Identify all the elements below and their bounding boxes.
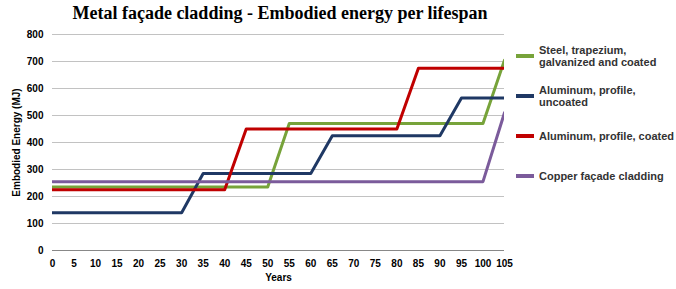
- svg-text:105: 105: [496, 258, 513, 269]
- svg-text:100: 100: [27, 218, 44, 229]
- svg-text:80: 80: [391, 258, 403, 269]
- svg-text:700: 700: [27, 56, 44, 67]
- svg-text:75: 75: [370, 258, 382, 269]
- svg-text:55: 55: [284, 258, 296, 269]
- svg-text:40: 40: [219, 258, 231, 269]
- svg-text:10: 10: [90, 258, 102, 269]
- html-text:Copper façade cladding: Copper façade cladding: [539, 170, 664, 182]
- html-text:Aluminum, profile, uncoated: Aluminum, profile, uncoated: [539, 84, 636, 108]
- svg-text:45: 45: [241, 258, 253, 269]
- svg-text:600: 600: [27, 83, 44, 94]
- svg-text:90: 90: [434, 258, 446, 269]
- svg-text:0: 0: [50, 258, 56, 269]
- html-text:Metal façade cladding - Embodi: Metal façade cladding - Embodied energy …: [72, 3, 488, 23]
- svg-text:95: 95: [456, 258, 468, 269]
- svg-text:800: 800: [27, 29, 44, 40]
- svg-text:25: 25: [155, 258, 167, 269]
- svg-text:5: 5: [71, 258, 77, 269]
- svg-text:30: 30: [176, 258, 188, 269]
- svg-text:Years: Years: [265, 272, 292, 283]
- svg-text:70: 70: [348, 258, 360, 269]
- svg-text:15: 15: [112, 258, 124, 269]
- svg-text:200: 200: [27, 191, 44, 202]
- svg-text:20: 20: [133, 258, 145, 269]
- svg-text:50: 50: [262, 258, 274, 269]
- svg-text:85: 85: [413, 258, 425, 269]
- svg-text:0: 0: [38, 245, 44, 256]
- html-text:Steel, trapezium, galvanized a: Steel, trapezium, galvanized and coated: [539, 44, 657, 68]
- svg-text:100: 100: [475, 258, 492, 269]
- html-text:Aluminum, profile, coated: Aluminum, profile, coated: [539, 130, 675, 142]
- svg-text:35: 35: [198, 258, 210, 269]
- svg-text:60: 60: [305, 258, 317, 269]
- svg-text:500: 500: [27, 110, 44, 121]
- svg-text:Embodied Energy (MJ): Embodied Energy (MJ): [11, 88, 22, 196]
- svg-text:300: 300: [27, 164, 44, 175]
- svg-text:400: 400: [27, 137, 44, 148]
- svg-text:65: 65: [327, 258, 339, 269]
